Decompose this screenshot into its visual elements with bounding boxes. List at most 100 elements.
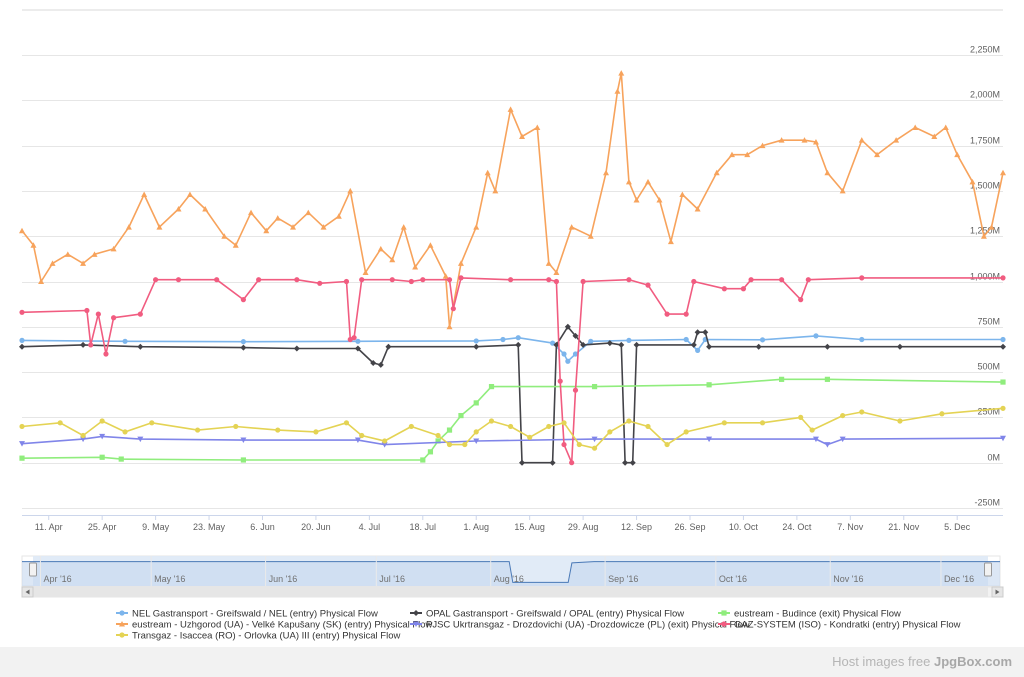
data-point[interactable] [484,169,491,176]
data-point[interactable] [691,278,697,285]
data-point[interactable] [798,297,804,303]
data-point[interactable] [385,343,392,350]
navigator-left-handle[interactable] [29,562,37,577]
data-point[interactable] [798,414,804,420]
data-point[interactable] [290,224,297,230]
data-point[interactable] [515,341,522,348]
data-point[interactable] [274,215,281,221]
data-point[interactable] [679,191,686,198]
data-point[interactable] [111,315,117,321]
series-line[interactable] [21,378,1004,461]
data-point[interactable] [759,337,766,343]
data-point[interactable] [19,423,25,430]
data-point[interactable] [824,343,831,350]
series-nel-gastransport-greifswald-nel-entry-ph[interactable] [19,333,1006,364]
data-point[interactable] [588,338,594,344]
data-point[interactable] [381,442,388,448]
data-point[interactable] [84,307,90,314]
navigator-right-handle[interactable] [984,562,992,577]
legend-item[interactable]: eustream - Budince (exit) Physical Flow [718,609,901,620]
series-line[interactable] [21,325,1003,464]
data-point[interactable] [233,423,239,430]
data-point[interactable] [462,441,468,448]
data-point[interactable] [625,178,632,185]
data-point[interactable] [569,460,575,466]
data-point[interactable] [275,427,281,433]
data-point[interactable] [141,191,148,198]
data-point[interactable] [549,459,556,466]
data-point[interactable] [897,418,903,424]
data-point[interactable] [858,137,865,143]
data-point[interactable] [420,277,426,283]
data-point[interactable] [442,273,449,279]
data-point[interactable] [125,224,132,230]
data-point[interactable] [587,233,594,239]
data-point[interactable] [893,137,900,143]
series-eustream-uzhgorod-ua-velk-kapu-any-sk-en[interactable] [19,70,1006,330]
data-point[interactable] [572,332,579,339]
data-point[interactable] [969,178,976,185]
data-point[interactable] [446,277,453,283]
series-opal-gastransport-greifswald-opal-entry-[interactable] [19,323,1006,466]
data-point[interactable] [293,345,300,352]
data-point[interactable] [645,282,651,288]
data-point[interactable] [931,133,938,140]
data-point[interactable] [580,278,586,285]
data-point[interactable] [221,233,228,239]
series-line[interactable] [21,277,1003,464]
data-point[interactable] [343,278,350,285]
data-point[interactable] [1000,379,1006,385]
data-point[interactable] [603,169,610,176]
data-point[interactable] [91,251,98,257]
data-point[interactable] [389,256,396,263]
data-point[interactable] [607,429,613,435]
data-point[interactable] [896,343,903,350]
data-point[interactable] [626,277,632,283]
data-point[interactable] [492,187,499,194]
data-point[interactable] [859,409,865,415]
data-point[interactable] [779,376,785,382]
data-point[interactable] [400,224,407,230]
data-point[interactable] [694,206,701,212]
data-point[interactable] [809,427,815,433]
data-point[interactable] [874,151,881,158]
data-point[interactable] [546,277,552,283]
data-point[interactable] [149,420,155,426]
data-point[interactable] [576,441,582,448]
data-point[interactable] [549,340,556,346]
data-point[interactable] [645,178,652,185]
data-point[interactable] [408,423,414,430]
data-point[interactable] [824,376,831,382]
data-point[interactable] [335,213,342,219]
data-point[interactable] [519,459,526,466]
data-point[interactable] [80,341,87,348]
data-point[interactable] [812,436,819,443]
data-point[interactable] [507,106,514,112]
data-point[interactable] [49,260,56,266]
legend-item[interactable]: NEL Gastransport - Greifswald / NEL (ent… [116,609,378,620]
data-point[interactable] [362,269,369,275]
data-point[interactable] [446,323,453,330]
data-point[interactable] [572,351,579,357]
navigator[interactable]: Apr '16 May '16 Jun '16 Jul '16 Aug '16 Sep '… [21,555,1004,598]
data-point[interactable] [88,342,94,348]
data-point[interactable] [412,264,419,270]
data-point[interactable] [202,206,209,212]
data-point[interactable] [137,343,144,350]
data-point[interactable] [507,277,514,283]
data-point[interactable] [546,423,552,430]
data-point[interactable] [427,449,434,455]
series-eustream-budince-exit-physical-flow[interactable] [19,376,1006,463]
data-point[interactable] [824,442,831,448]
data-point[interactable] [240,457,246,463]
data-point[interactable] [118,456,124,462]
data-point[interactable] [507,423,514,430]
data-point[interactable] [19,309,25,315]
navigator-scrollbar-thumb[interactable] [33,587,988,597]
legend-item[interactable]: PJSC Ukrtransgaz - Drozdovichi (UA) -Dro… [410,620,750,631]
data-point[interactable] [664,441,670,448]
data-point[interactable] [988,224,995,230]
data-point[interactable] [57,420,63,426]
data-point[interactable] [355,338,361,344]
data-point[interactable] [626,337,632,343]
